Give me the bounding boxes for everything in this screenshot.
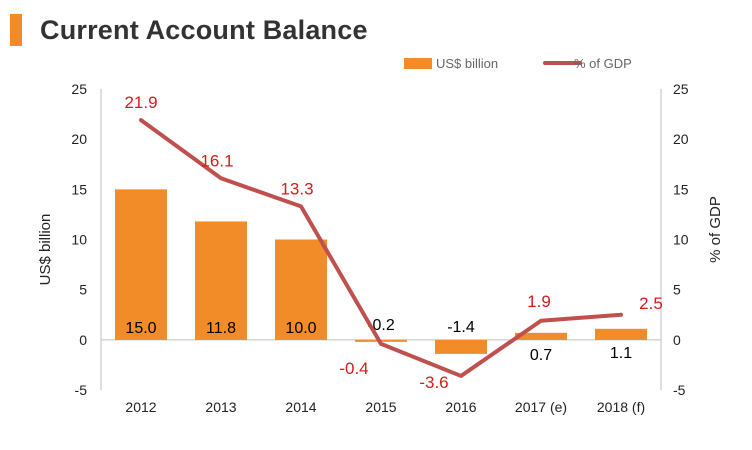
y-tick-label-right: 25 bbox=[673, 81, 689, 97]
legend-swatch-bar bbox=[404, 58, 432, 69]
bar bbox=[115, 189, 167, 340]
title-accent-bar bbox=[10, 14, 22, 46]
y-axis-title-left: US$ billion bbox=[37, 214, 54, 286]
line-value-label: -0.4 bbox=[339, 359, 368, 378]
x-tick-label: 2014 bbox=[285, 399, 316, 415]
bar bbox=[275, 239, 327, 340]
bar-value-label: 11.8 bbox=[206, 320, 236, 337]
line-value-label: 13.3 bbox=[280, 179, 313, 198]
y-tick-label-left: 25 bbox=[71, 81, 87, 97]
y-tick-label-left: 20 bbox=[71, 131, 87, 147]
x-tick-label: 2017 (e) bbox=[515, 399, 567, 415]
bar-value-label: 15.0 bbox=[125, 320, 156, 337]
line-value-label: -3.6 bbox=[419, 373, 448, 392]
y-tick-label-right: 10 bbox=[673, 232, 689, 248]
y-tick-label-right: 15 bbox=[673, 181, 689, 197]
bar bbox=[435, 339, 487, 354]
title-block: Current Account Balance bbox=[10, 12, 368, 48]
legend-label-line: % of GDP bbox=[574, 56, 632, 71]
x-tick-label: 2015 bbox=[365, 399, 396, 415]
line-value-label: 1.9 bbox=[527, 292, 551, 311]
y-tick-label-left: -5 bbox=[75, 382, 88, 398]
y-tick-label-right: 0 bbox=[673, 332, 681, 348]
x-tick-label: 2018 (f) bbox=[597, 399, 645, 415]
bar-value-label: 1.1 bbox=[610, 345, 632, 362]
y-tick-label-left: 5 bbox=[79, 282, 87, 298]
y-tick-label-left: 0 bbox=[79, 332, 87, 348]
y-tick-label-right: -5 bbox=[673, 382, 686, 398]
y-tick-label-right: 20 bbox=[673, 131, 689, 147]
y-axis-title-right: % of GDP bbox=[707, 196, 724, 263]
y-tick-label-left: 10 bbox=[71, 232, 87, 248]
y-tick-label-left: 15 bbox=[71, 181, 87, 197]
x-tick-label: 2016 bbox=[445, 399, 476, 415]
chart-title: Current Account Balance bbox=[40, 14, 368, 45]
bar bbox=[515, 332, 567, 340]
bar-value-label: 0.7 bbox=[530, 347, 552, 364]
x-tick-label: 2012 bbox=[125, 399, 156, 415]
legend-label-bar: US$ billion bbox=[436, 56, 498, 71]
bar bbox=[195, 221, 247, 340]
line-value-label: 2.5 bbox=[639, 294, 663, 313]
bar bbox=[595, 328, 647, 340]
bar-value-label: 10.0 bbox=[285, 320, 316, 337]
line-series-gdp bbox=[139, 118, 623, 378]
line-value-label: 16.1 bbox=[200, 151, 233, 170]
x-tick-label: 2013 bbox=[205, 399, 236, 415]
y-tick-label-right: 5 bbox=[673, 282, 681, 298]
bar-value-label: -1.4 bbox=[447, 319, 475, 336]
line-value-label: 21.9 bbox=[124, 93, 157, 112]
